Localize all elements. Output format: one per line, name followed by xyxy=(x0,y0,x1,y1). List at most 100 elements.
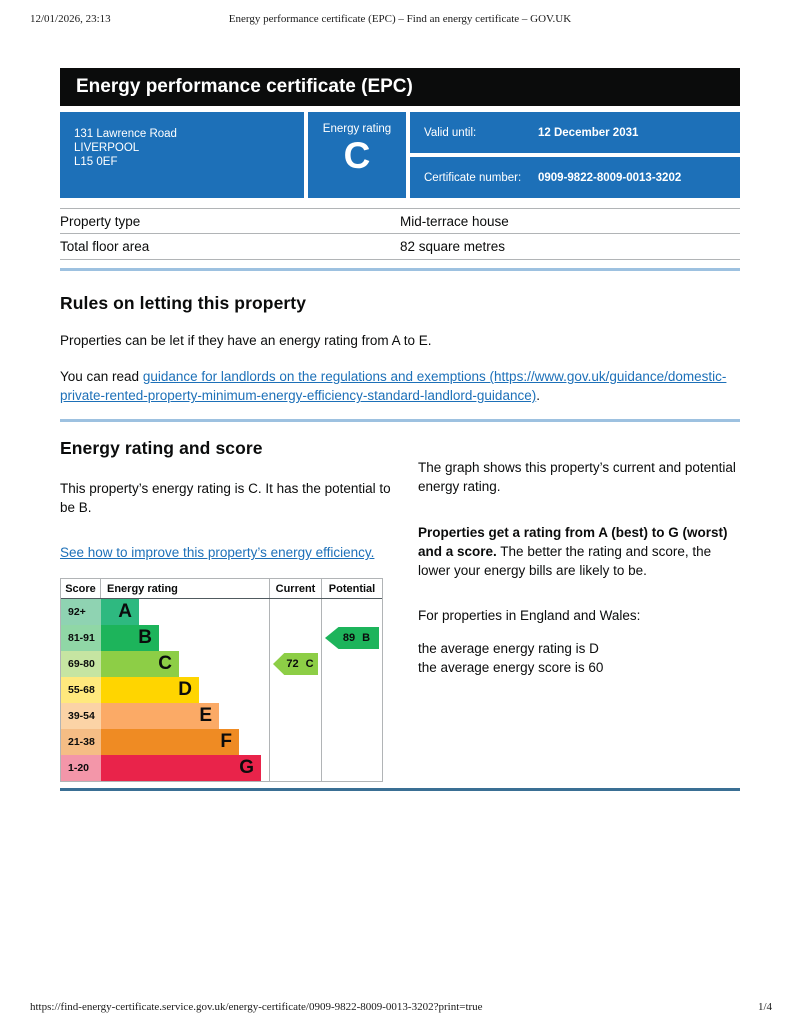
address-line: L15 0EF xyxy=(74,156,118,168)
epc-chart-rows: 92+ A 81-91 B 89 B 69-80 C 72 C 55-68 D 39-54 E 21-38 F… xyxy=(61,599,382,781)
potential-rating-cell xyxy=(321,651,382,677)
section-divider xyxy=(60,268,740,271)
current-rating-arrow: 72 C xyxy=(273,653,318,675)
rating-section: Energy rating and score This property’s … xyxy=(60,438,740,782)
average-rating-line: the average energy rating is D xyxy=(418,641,599,656)
band-bar-cell: G xyxy=(101,755,269,781)
band-bar: C xyxy=(101,651,179,677)
energy-rating-box: Energy rating C xyxy=(308,112,406,198)
band-score: 39-54 xyxy=(61,703,101,729)
epc-band-row: 21-38 F xyxy=(61,729,382,755)
chart-col-rating: Energy rating xyxy=(107,582,178,595)
print-page-title: Energy performance certificate (EPC) – F… xyxy=(228,13,572,25)
current-rating-cell xyxy=(269,625,321,651)
epc-band-row: 81-91 B 89 B xyxy=(61,625,382,651)
letting-para1: Properties can be let if they have an en… xyxy=(60,333,432,348)
band-bar-cell: E xyxy=(101,703,269,729)
epc-band-row: 55-68 D xyxy=(61,677,382,703)
band-bar: A xyxy=(101,599,139,625)
band-bar-cell: D xyxy=(101,677,269,703)
rating-section-right: The graph shows this property’s current … xyxy=(418,438,740,782)
epc-band-row: 92+ A xyxy=(61,599,382,625)
epc-chart-header: Score Energy rating Current Potential xyxy=(61,579,382,599)
england-wales-para: For properties in England and Wales: xyxy=(418,608,641,623)
chart-col-potential: Potential xyxy=(321,579,382,598)
potential-rating-cell xyxy=(321,703,382,729)
band-score: 21-38 xyxy=(61,729,101,755)
certificate-number-label: Certificate number: xyxy=(424,171,522,184)
letting-heading: Rules on letting this property xyxy=(60,293,307,313)
averages-para: the average energy rating is D the avera… xyxy=(418,639,740,677)
potential-rating-cell xyxy=(321,599,382,625)
current-rating-arrow-letter: C xyxy=(305,658,314,670)
current-rating-cell xyxy=(269,703,321,729)
certificate-number-value: 0909-9822-8009-0013-3202 xyxy=(538,171,682,184)
energy-rating-label: Energy rating xyxy=(322,123,392,135)
band-score: 69-80 xyxy=(61,651,101,677)
letting-para2-prefix: You can read xyxy=(60,369,143,384)
current-rating-cell: 72 C xyxy=(269,651,321,677)
browser-print-header: 12/01/2026, 23:13 Energy performance cer… xyxy=(0,13,800,25)
landlord-guidance-link[interactable]: guidance for landlords on the regulation… xyxy=(60,369,727,403)
rating-section-left: Energy rating and score This property’s … xyxy=(60,438,400,782)
valid-until-label: Valid until: xyxy=(424,126,477,139)
valid-until-value: 12 December 2031 xyxy=(538,126,639,139)
epc-band-row: 69-80 C 72 C xyxy=(61,651,382,677)
potential-rating-arrow: 89 B xyxy=(325,627,379,649)
potential-rating-cell xyxy=(321,677,382,703)
band-score: 92+ xyxy=(61,599,101,625)
potential-rating-arrow-letter: B xyxy=(362,632,371,644)
summary-band: 131 Lawrence Road LIVERPOOL L15 0EF Energy… xyxy=(60,112,740,198)
epc-title-banner: Energy performance certificate (EPC) xyxy=(60,68,740,106)
graph-intro-para: The graph shows this property’s current … xyxy=(418,460,736,494)
epc-chart: Score Energy rating Current Potential 92… xyxy=(60,578,383,782)
current-rating-arrow-score: 72 xyxy=(286,658,299,670)
address-line: LIVERPOOL xyxy=(74,142,140,154)
average-score-line: the average energy score is 60 xyxy=(418,660,604,675)
band-bar: G xyxy=(101,755,261,781)
fact-label: Property type xyxy=(60,213,141,229)
improve-efficiency-link[interactable]: See how to improve this property’s energ… xyxy=(60,545,375,560)
epc-title: Energy performance certificate (EPC) xyxy=(76,76,413,97)
epc-band-row: 1-20 G xyxy=(61,755,382,781)
fact-label: Total floor area xyxy=(60,239,150,254)
rating-explainer-bold: Properties get a rating from A (best) to… xyxy=(418,525,728,559)
fact-value: 82 square metres xyxy=(400,239,506,254)
current-rating-cell xyxy=(269,755,321,781)
band-score: 81-91 xyxy=(61,625,101,651)
band-bar-cell: B xyxy=(101,625,269,651)
chart-col-current: Current xyxy=(269,579,321,598)
address-line: 131 Lawrence Road xyxy=(74,128,177,140)
bottom-divider xyxy=(60,788,740,791)
potential-rating-arrow-score: 89 xyxy=(342,632,356,644)
current-rating-cell xyxy=(269,677,321,703)
band-bar: E xyxy=(101,703,219,729)
certificate-meta: Valid until: 12 December 2031 Certificat… xyxy=(410,112,740,198)
rating-explainer-rest: The better the rating and score, the low… xyxy=(418,544,712,578)
fact-row: Property type Mid-terrace house xyxy=(60,208,740,234)
letting-para2: You can read guidance for landlords on t… xyxy=(60,367,740,405)
fact-row: Total floor area 82 square metres xyxy=(60,234,740,260)
current-rating-cell xyxy=(269,599,321,625)
band-bar: D xyxy=(101,677,199,703)
section-divider xyxy=(60,419,740,422)
rating-heading: Energy rating and score xyxy=(60,438,263,458)
potential-rating-cell: 89 B xyxy=(321,625,382,651)
rating-explainer-para: Properties get a rating from A (best) to… xyxy=(418,523,740,580)
print-page-number: 1/4 xyxy=(757,1001,772,1013)
current-rating-cell xyxy=(269,729,321,755)
band-score: 55-68 xyxy=(61,677,101,703)
band-bar-cell: A xyxy=(101,599,269,625)
rating-para: This property’s energy rating is C. It h… xyxy=(60,481,391,515)
potential-rating-cell xyxy=(321,755,382,781)
band-score: 1-20 xyxy=(61,755,101,781)
property-facts-table: Property type Mid-terrace house Total floo… xyxy=(60,208,740,260)
property-address: 131 Lawrence Road LIVERPOOL L15 0EF xyxy=(60,112,304,198)
chart-col-score: Score xyxy=(61,579,101,598)
band-bar-cell: C xyxy=(101,651,269,677)
certificate-number-box: Certificate number: 0909-9822-8009-0013-… xyxy=(410,157,740,198)
certificate-page: Energy performance certificate (EPC) 131… xyxy=(60,68,740,791)
letting-para2-suffix: . xyxy=(536,388,540,403)
print-datetime: 12/01/2026, 23:13 xyxy=(30,13,111,25)
band-bar: F xyxy=(101,729,239,755)
